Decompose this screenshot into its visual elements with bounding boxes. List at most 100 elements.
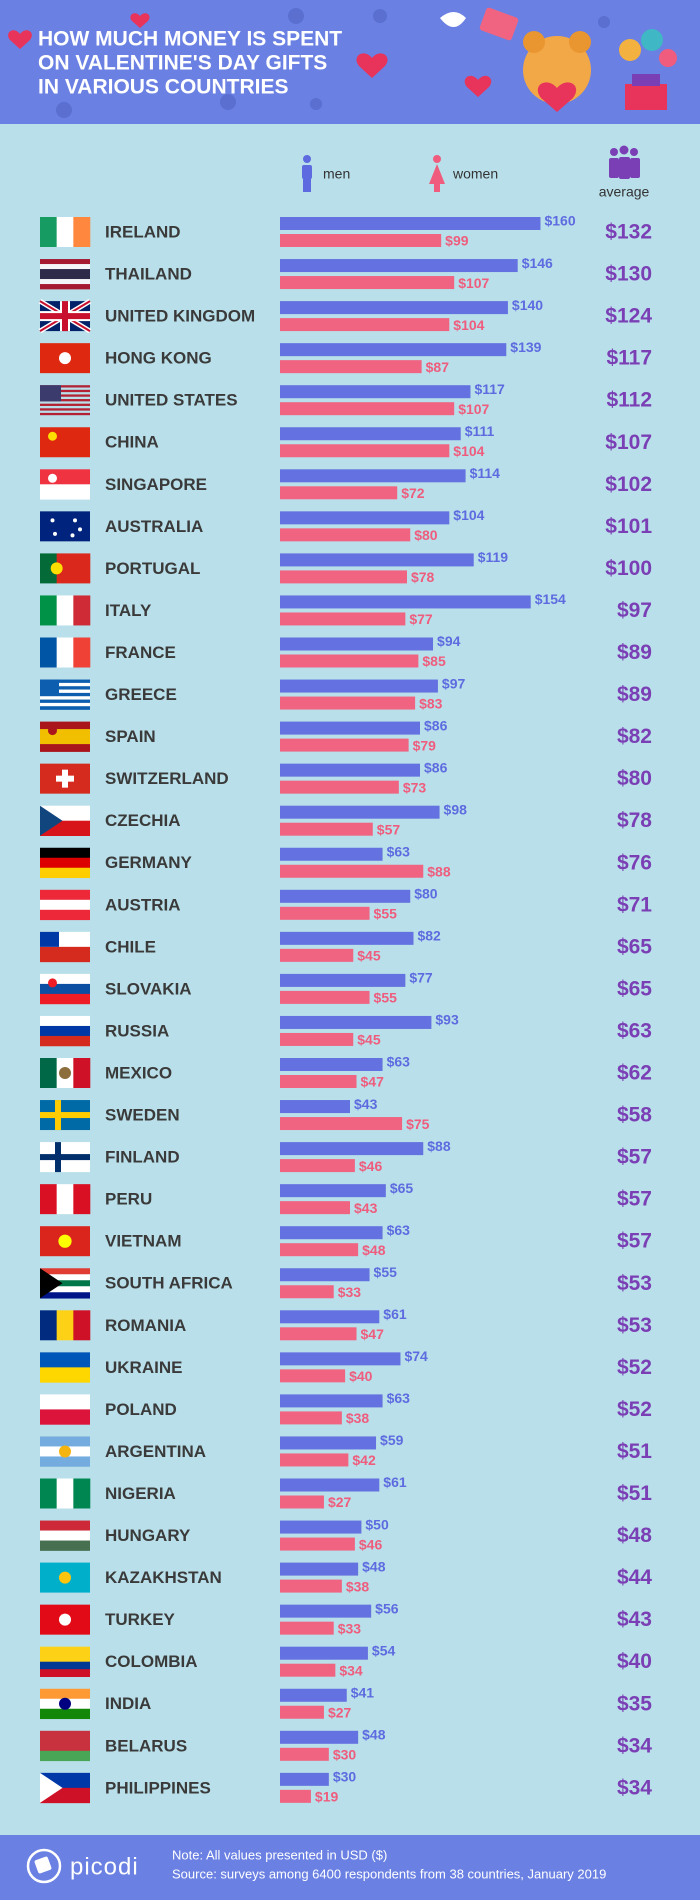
flag-part (40, 385, 61, 402)
value-label: $99 (445, 233, 469, 249)
flag-part (56, 1184, 74, 1215)
value-label: $114 (470, 465, 501, 481)
value-label: $139 (510, 339, 541, 355)
flag-part (40, 867, 90, 879)
value-label: $46 (359, 1158, 383, 1174)
average-label: $48 (617, 1524, 652, 1547)
value-label: $85 (422, 653, 446, 669)
flag-part (56, 217, 74, 247)
row: GREECE $97 $83 $89 (40, 675, 652, 711)
legend: men women average (302, 145, 650, 200)
flag-part (40, 259, 90, 265)
men-bar (280, 259, 518, 273)
row: SWITZERLAND $86 $73 $80 (40, 759, 652, 795)
country-label: ROMANIA (105, 1316, 186, 1335)
flag-part (40, 699, 90, 704)
value-label: $117 (474, 381, 505, 397)
row: CHILE $82 $45 $65 (40, 928, 652, 964)
average-label: $117 (606, 347, 652, 370)
value-label: $33 (338, 1620, 362, 1636)
country-label: BELARUS (105, 1736, 187, 1755)
flag (40, 1646, 90, 1677)
value-label: $33 (338, 1284, 362, 1300)
average-label: $132 (605, 221, 652, 244)
country-label: HUNGARY (105, 1526, 191, 1545)
country-label: GERMANY (105, 853, 193, 872)
flag (40, 427, 90, 458)
flag-part (48, 726, 57, 736)
flag-part (40, 1280, 90, 1287)
flag-part (48, 431, 57, 441)
flag-part (40, 983, 90, 995)
women-bar (280, 1621, 334, 1635)
value-label: $104 (453, 443, 484, 459)
flag-part (40, 1669, 90, 1677)
flag-part (40, 1184, 57, 1215)
men-bar (280, 1394, 383, 1408)
flag-part (73, 1058, 91, 1088)
value-label: $41 (351, 1684, 375, 1700)
flag-part (40, 721, 90, 730)
flag-part (40, 1436, 90, 1447)
flag (40, 763, 90, 794)
value-label: $97 (442, 675, 466, 691)
flag (40, 1226, 90, 1257)
country-label: IRELAND (105, 222, 181, 241)
country-label: HONG KONG (105, 349, 212, 368)
flag-part (40, 692, 90, 697)
country-label: AUSTRALIA (105, 517, 203, 536)
men-bar (280, 1562, 359, 1576)
brand-logo (26, 1848, 62, 1884)
value-label: $77 (409, 970, 433, 986)
header-decoration (8, 7, 677, 118)
men-bar (280, 1478, 380, 1492)
flag-part (40, 403, 90, 406)
flag-part (48, 978, 57, 988)
flag (40, 1268, 90, 1299)
value-label: $80 (414, 886, 438, 902)
value-label: $59 (380, 1432, 404, 1448)
women-bar (280, 318, 450, 332)
flag (40, 1058, 91, 1088)
value-label: $42 (352, 1452, 376, 1468)
flag (40, 259, 90, 290)
average-label: $124 (605, 305, 652, 328)
flag (40, 721, 90, 752)
legend-label: men (323, 166, 350, 182)
men-bar (280, 343, 507, 357)
value-label: $43 (354, 1200, 378, 1216)
flag-part (40, 1409, 90, 1425)
women-bar (280, 696, 416, 710)
country-label: SWEDEN (105, 1106, 180, 1125)
value-label: $55 (374, 906, 398, 922)
women-bar (280, 1453, 349, 1467)
average-label: $52 (617, 1398, 652, 1421)
men-bar (280, 1772, 329, 1786)
row: UKRAINE $74 $40 $52 (40, 1348, 652, 1384)
value-label: $93 (435, 1012, 459, 1028)
average-label: $71 (617, 893, 652, 916)
women-bar (280, 948, 354, 962)
value-label: $34 (339, 1662, 363, 1678)
women-bar (280, 444, 450, 458)
flag-part (40, 1646, 90, 1655)
flag (40, 1100, 90, 1131)
row: PHILIPPINES $30 $19 $34 (40, 1769, 652, 1805)
average-label: $89 (617, 683, 652, 706)
country-label: FINLAND (105, 1148, 180, 1167)
flag (40, 973, 90, 1005)
value-label: $38 (346, 1578, 370, 1594)
value-label: $50 (365, 1516, 389, 1532)
flag-part (40, 427, 90, 458)
flag-part (40, 389, 90, 393)
women-bar (280, 1369, 346, 1383)
value-label: $48 (362, 1727, 386, 1743)
value-label: $78 (411, 569, 435, 585)
flag-part (73, 553, 91, 584)
men-bar (280, 469, 466, 483)
value-label: $160 (544, 213, 575, 229)
flag-part (40, 682, 90, 687)
women-bar (280, 402, 455, 416)
row: SINGAPORE $114 $72 $102 (40, 465, 652, 501)
average-label: $52 (617, 1356, 652, 1379)
